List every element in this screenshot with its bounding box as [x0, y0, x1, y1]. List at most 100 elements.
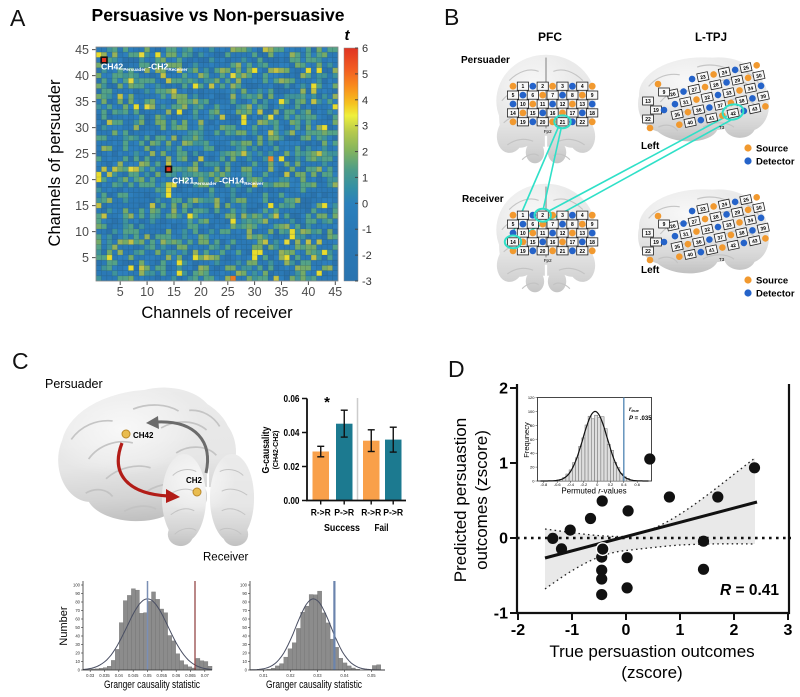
svg-text:0.045: 0.045	[128, 673, 139, 678]
svg-text:25: 25	[75, 147, 89, 161]
svg-text:Granger causality statistic: Granger causality statistic	[104, 679, 200, 691]
svg-text:11: 11	[540, 231, 546, 237]
svg-text:6: 6	[362, 43, 368, 55]
svg-text:*: *	[324, 394, 330, 411]
svg-text:Permuted r-values: Permuted r-values	[561, 487, 626, 496]
svg-text:0.00: 0.00	[284, 496, 300, 507]
svg-text:0.07: 0.07	[201, 673, 210, 678]
svg-text:35: 35	[275, 285, 289, 299]
svg-text:14: 14	[510, 111, 516, 117]
svg-text:45: 45	[328, 285, 342, 299]
svg-text:R->R: R->R	[311, 508, 331, 519]
svg-text:A: A	[10, 5, 26, 31]
svg-text:C: C	[12, 348, 29, 374]
svg-text:9: 9	[663, 90, 666, 96]
svg-text:1: 1	[522, 84, 525, 90]
svg-text:0.04: 0.04	[340, 673, 349, 678]
svg-text:12: 12	[560, 102, 566, 108]
svg-text:Detector: Detector	[756, 157, 795, 168]
svg-text:13: 13	[580, 231, 586, 237]
svg-text:0.02: 0.02	[284, 462, 300, 473]
svg-text:Persuader: Persuader	[461, 55, 510, 66]
svg-text:Frequnecy: Frequnecy	[522, 422, 531, 458]
svg-text:rtrue: rtrue	[629, 407, 640, 413]
svg-text:16: 16	[550, 111, 556, 117]
svg-text:11: 11	[540, 102, 546, 108]
svg-text:10: 10	[140, 285, 154, 299]
svg-text:0.02: 0.02	[286, 673, 295, 678]
svg-text:100: 100	[528, 409, 535, 414]
svg-text:-1: -1	[362, 224, 372, 236]
svg-text:0: 0	[499, 531, 508, 548]
svg-text:0.065: 0.065	[185, 673, 196, 678]
svg-text:22: 22	[645, 117, 651, 123]
svg-text:1: 1	[499, 456, 508, 473]
svg-text:10: 10	[75, 225, 89, 239]
svg-text:9: 9	[591, 222, 594, 228]
svg-text:35: 35	[75, 95, 89, 109]
svg-text:6: 6	[531, 222, 534, 228]
svg-text:P = .035: P = .035	[629, 416, 652, 422]
svg-text:0.6: 0.6	[634, 482, 640, 487]
svg-text:0.055: 0.055	[157, 673, 168, 678]
svg-text:19: 19	[653, 240, 659, 246]
svg-text:120: 120	[528, 395, 535, 400]
svg-text:22: 22	[645, 249, 651, 255]
svg-text:L-TPJ: L-TPJ	[695, 32, 727, 44]
svg-text:15: 15	[75, 199, 89, 213]
svg-text:20: 20	[75, 651, 80, 656]
svg-text:3: 3	[561, 213, 564, 219]
svg-text:30: 30	[75, 121, 89, 135]
svg-text:Success: Success	[324, 522, 360, 534]
svg-text:1: 1	[522, 213, 525, 219]
svg-text:90: 90	[242, 591, 247, 596]
svg-text:P->R: P->R	[334, 508, 354, 519]
svg-text:70: 70	[242, 608, 247, 613]
svg-text:8: 8	[571, 93, 574, 99]
svg-text:-0.8: -0.8	[540, 482, 548, 487]
svg-text:21: 21	[560, 120, 566, 126]
svg-text:4: 4	[581, 84, 584, 90]
svg-text:20: 20	[242, 651, 247, 656]
svg-text:0.06: 0.06	[284, 394, 300, 405]
svg-text:Detector: Detector	[756, 289, 795, 300]
svg-text:Fp2: Fp2	[544, 129, 552, 134]
svg-text:14: 14	[510, 240, 516, 246]
svg-text:13: 13	[645, 231, 651, 237]
svg-text:22: 22	[580, 249, 586, 255]
svg-text:17: 17	[570, 111, 576, 117]
svg-text:5: 5	[117, 285, 124, 299]
svg-text:16: 16	[550, 240, 556, 246]
svg-text:2: 2	[541, 84, 544, 90]
svg-text:Predicted persuastion: Predicted persuastion	[451, 418, 470, 582]
svg-text:2: 2	[362, 147, 368, 159]
svg-text:-2: -2	[362, 250, 372, 262]
svg-text:6: 6	[531, 93, 534, 99]
svg-text:-2: -2	[511, 622, 525, 639]
svg-text:90: 90	[75, 591, 80, 596]
svg-text:Source: Source	[756, 276, 788, 287]
svg-text:40: 40	[301, 285, 315, 299]
svg-text:10: 10	[520, 102, 526, 108]
svg-text:12: 12	[560, 231, 566, 237]
svg-text:R->R: R->R	[361, 508, 381, 519]
svg-text:60: 60	[75, 617, 80, 622]
svg-text:5: 5	[82, 251, 89, 265]
svg-text:2: 2	[541, 213, 544, 219]
svg-text:3: 3	[784, 622, 793, 639]
svg-text:30: 30	[75, 642, 80, 647]
svg-text:70: 70	[75, 608, 80, 613]
svg-text:20: 20	[75, 173, 89, 187]
svg-text:-0.6: -0.6	[554, 482, 562, 487]
svg-text:1: 1	[676, 622, 685, 639]
svg-text:7: 7	[551, 93, 554, 99]
svg-text:15: 15	[530, 111, 536, 117]
svg-text:(CH42-CH2): (CH42-CH2)	[271, 430, 280, 469]
svg-text:5: 5	[512, 222, 515, 228]
svg-text:P->R: P->R	[383, 508, 403, 519]
svg-text:Receiver: Receiver	[203, 552, 249, 564]
svg-text:0.05: 0.05	[367, 673, 376, 678]
svg-text:-1: -1	[494, 606, 508, 623]
svg-text:30: 30	[242, 642, 247, 647]
svg-text:CH2: CH2	[186, 476, 203, 485]
